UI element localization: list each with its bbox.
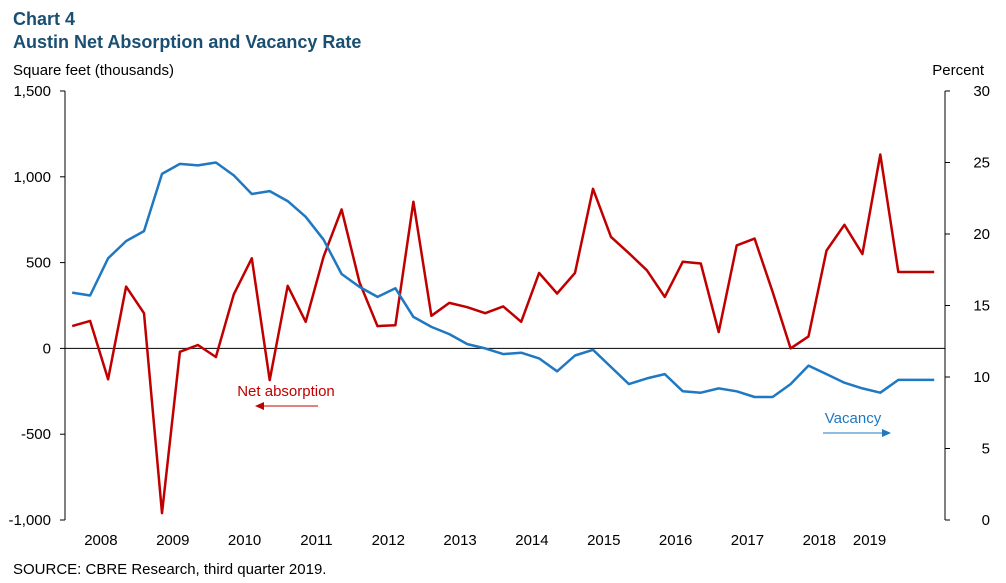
annotation-vacancy: Vacancy: [825, 410, 882, 427]
x-tick-label: 2014: [515, 532, 548, 549]
x-tick-label: 2008: [84, 532, 117, 549]
y-right-tick-label: 25: [973, 155, 990, 172]
arrow-net-absorption-head: [255, 402, 264, 410]
y-right-tick-label: 15: [973, 298, 990, 315]
vacancy-line: [72, 161, 935, 399]
x-tick-label: 2018: [803, 532, 836, 549]
x-tick-label: 2015: [587, 532, 620, 549]
y-left-tick-label: 1,000: [13, 169, 51, 186]
y-axis-left-label: Square feet (thousands): [13, 62, 174, 79]
x-tick-label: 2009: [156, 532, 189, 549]
x-tick-label: 2016: [659, 532, 692, 549]
y-right-tick-label: 0: [982, 512, 990, 529]
x-tick-label: 2017: [731, 532, 764, 549]
x-tick-label: 2012: [372, 532, 405, 549]
y-axis-right-label: Percent: [932, 62, 984, 79]
y-right-tick-label: 10: [973, 369, 990, 386]
net-absorption-line: [71, 153, 935, 515]
chart-title: Chart 4: [13, 9, 76, 29]
source-note: SOURCE: CBRE Research, third quarter 201…: [13, 561, 327, 578]
y-left-tick-label: 500: [26, 255, 51, 272]
x-tick-label: 2019: [853, 532, 886, 549]
x-tick-label: 2011: [300, 532, 332, 549]
y-left-tick-label: 0: [43, 340, 51, 357]
y-left-tick-label: -500: [21, 426, 51, 443]
y-left-tick-label: 1,500: [13, 83, 51, 100]
y-right-tick-label: 30: [973, 83, 990, 100]
annotation-net-absorption: Net absorption: [237, 383, 335, 400]
y-right-tick-label: 5: [982, 441, 990, 458]
x-tick-label: 2010: [228, 532, 261, 549]
y-left-tick-label: -1,000: [8, 512, 51, 529]
x-tick-label: 2013: [443, 532, 476, 549]
arrow-vacancy-head: [882, 429, 891, 437]
y-right-tick-label: 20: [973, 226, 990, 243]
chart-subtitle: Austin Net Absorption and Vacancy Rate: [13, 32, 362, 52]
